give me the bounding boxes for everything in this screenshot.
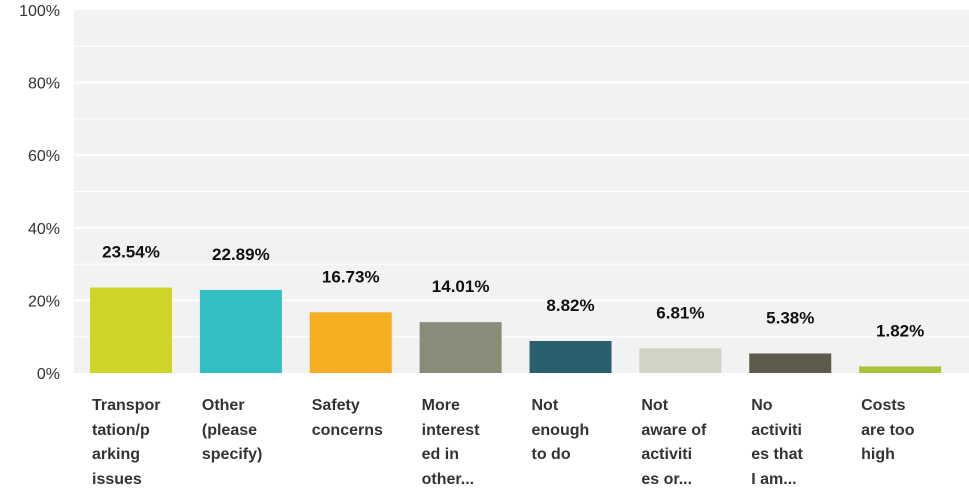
category-label: No activiti es that I am... [751, 397, 803, 488]
data-label: 5.38% [766, 308, 814, 327]
bar [199, 289, 282, 373]
data-label: 23.54% [102, 243, 160, 262]
data-label: 1.82% [876, 321, 924, 340]
bar [419, 322, 502, 373]
category-label: Safety concerns [311, 397, 383, 439]
bars [90, 287, 942, 373]
bar [529, 340, 612, 373]
category-label: More interest ed in other... [421, 397, 480, 488]
data-label: 14.01% [432, 277, 490, 296]
bar [749, 353, 832, 373]
bar [639, 348, 722, 373]
y-tick-label: 100% [19, 3, 60, 20]
category-label: Not enough to do [531, 397, 590, 463]
y-tick-label: 40% [28, 221, 60, 238]
bar [90, 287, 172, 373]
category-label: Transpor tation/p arking issues [92, 397, 161, 488]
category-label: Costs are too high [861, 397, 915, 463]
y-tick-label: 60% [28, 148, 60, 165]
data-label: 8.82% [546, 296, 594, 315]
category-label: Other (please specify) [201, 397, 263, 463]
data-label: 16.73% [322, 267, 380, 286]
data-labels: 23.54% 22.89% 16.73% 14.01% 8.82% 6.81% 5.38% 1… [102, 243, 924, 341]
y-tick-label: 20% [28, 293, 60, 310]
bar [309, 312, 392, 373]
bar [859, 366, 942, 373]
y-axis-ticks: 0% 20% 40% 60% 80% 100% [19, 3, 60, 383]
data-label: 22.89% [212, 245, 270, 264]
y-tick-label: 0% [37, 366, 60, 383]
category-label: Not aware of activiti es or... [641, 397, 707, 488]
y-tick-label: 80% [28, 76, 60, 93]
data-label: 6.81% [656, 303, 704, 322]
